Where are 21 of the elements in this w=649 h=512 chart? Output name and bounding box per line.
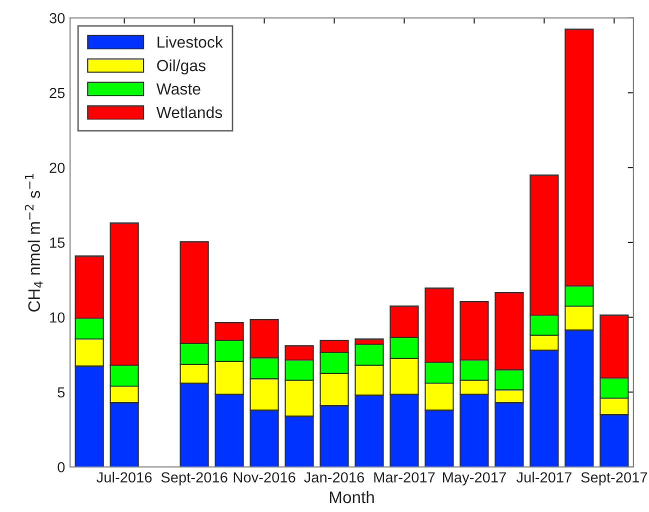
x-tick-label: Jul-2017 [516, 472, 572, 483]
legend-label: Waste [156, 84, 200, 95]
x-tick-label: May-2017 [442, 472, 506, 486]
x-axis-title: Month [330, 490, 374, 504]
x-tick-label: Sept-2017 [581, 472, 648, 486]
x-tick-label: Jan-2016 [304, 472, 364, 483]
x-tick-label: Mar-2017 [374, 472, 435, 483]
y-tick-label: 10 [50, 312, 65, 323]
x-tick-label: Nov-2016 [234, 472, 296, 483]
legend-label: Livestock [158, 36, 223, 48]
y-tick-label: 15 [50, 238, 65, 248]
legend-label: Oil/gas [157, 59, 206, 74]
y-tick-label: 25 [50, 88, 65, 98]
y-tick-label: 0 [58, 462, 65, 472]
y-tick-label: 5 [58, 387, 65, 398]
x-tick-label: Jul-2016 [96, 472, 152, 483]
y-tick-label: 30 [50, 13, 65, 24]
y-axis-title: CH$_{4}$ nmol m$^{−2}$ s$^{−1}$ [24, 174, 43, 312]
legend-label: Wetlands [156, 106, 222, 118]
x-tick-label: Sept-2016 [161, 472, 228, 486]
y-tick-label: 20 [50, 162, 65, 174]
